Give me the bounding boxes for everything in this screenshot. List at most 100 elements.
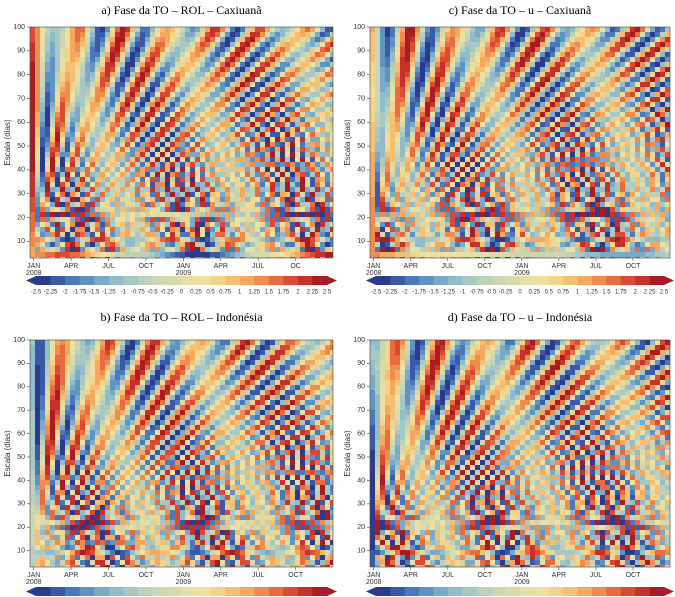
field-cell [585,57,590,62]
field-cell [35,37,40,42]
field-cell [440,117,445,122]
field-cell [385,127,390,132]
field-cell [560,207,565,212]
field-cell [320,177,325,182]
field-cell [115,227,120,232]
field-cell [295,177,300,182]
field-cell [55,172,60,177]
field-cell [465,47,470,52]
field-cell [175,122,180,127]
field-cell [260,72,265,77]
field-cell [390,97,395,102]
field-cell [170,252,175,257]
field-cell [410,37,415,42]
field-cell [155,167,160,172]
field-cell [290,252,295,257]
field-cell [580,42,585,47]
field-cell [155,97,160,102]
field-cell [145,37,150,42]
field-cell [140,62,145,67]
field-cell [205,82,210,87]
field-cell [115,132,120,137]
field-cell [60,142,65,147]
field-cell [90,47,95,52]
field-cell [115,152,120,157]
field-cell [110,182,115,187]
field-cell [475,127,480,132]
field-cell [290,27,295,32]
colorbar-tick-label: -2.25 [44,290,58,296]
field-cell [85,67,90,72]
field-cell [155,52,160,57]
field-cell [115,237,120,242]
field-cell [40,117,45,122]
field-cell [495,112,500,117]
field-cell [570,112,575,117]
field-cell [485,52,490,57]
field-cell [175,47,180,52]
field-cell [435,242,440,247]
field-cell [155,32,160,37]
field-cell [405,112,410,117]
field-cell [510,67,515,72]
field-cell [50,62,55,67]
field-cell [475,212,480,217]
field-cell [475,252,480,257]
field-cell [325,102,330,107]
field-cell [40,182,45,187]
field-cell [135,232,140,237]
field-cell [50,87,55,92]
field-cell [75,117,80,122]
field-cell [70,207,75,212]
field-cell [455,37,460,42]
field-cell [370,152,375,157]
field-cell [255,252,260,257]
field-cell [50,232,55,237]
field-cell [380,122,385,127]
field-cell [495,57,500,62]
field-cell [185,97,190,102]
colorbar-swatch [137,276,153,285]
field-cell [180,232,185,237]
field-cell [285,62,290,67]
field-cell [175,67,180,72]
field-cell [50,57,55,62]
field-cell [270,102,275,107]
field-cell [145,117,150,122]
field-cell [190,47,195,52]
field-cell [565,152,570,157]
field-cell [160,97,165,102]
field-cell [405,242,410,247]
field-cell [430,197,435,202]
field-cell [50,237,55,242]
field-cell [380,167,385,172]
field-cell [395,47,400,52]
field-cell [450,122,455,127]
field-cell [160,112,165,117]
field-cell [465,157,470,162]
field-cell [120,192,125,197]
colorbar-tick-label: 2.25 [307,290,319,296]
field-cell [105,192,110,197]
field-cell [280,42,285,47]
field-cell [250,67,255,72]
field-cell [155,227,160,232]
field-cell [235,167,240,172]
field-cell [125,167,130,172]
field-cell [480,52,485,57]
field-cell [400,127,405,132]
field-cell [255,172,260,177]
field-cell [240,172,245,177]
field-cell [320,197,325,202]
field-cell [80,122,85,127]
field-cell [120,37,125,42]
field-cell [545,132,550,137]
field-cell [450,162,455,167]
field-cell [40,127,45,132]
field-cell [265,187,270,192]
field-cell [480,237,485,242]
field-cell [55,252,60,257]
field-cell [465,32,470,37]
field-cell [115,247,120,252]
field-cell [255,247,260,252]
